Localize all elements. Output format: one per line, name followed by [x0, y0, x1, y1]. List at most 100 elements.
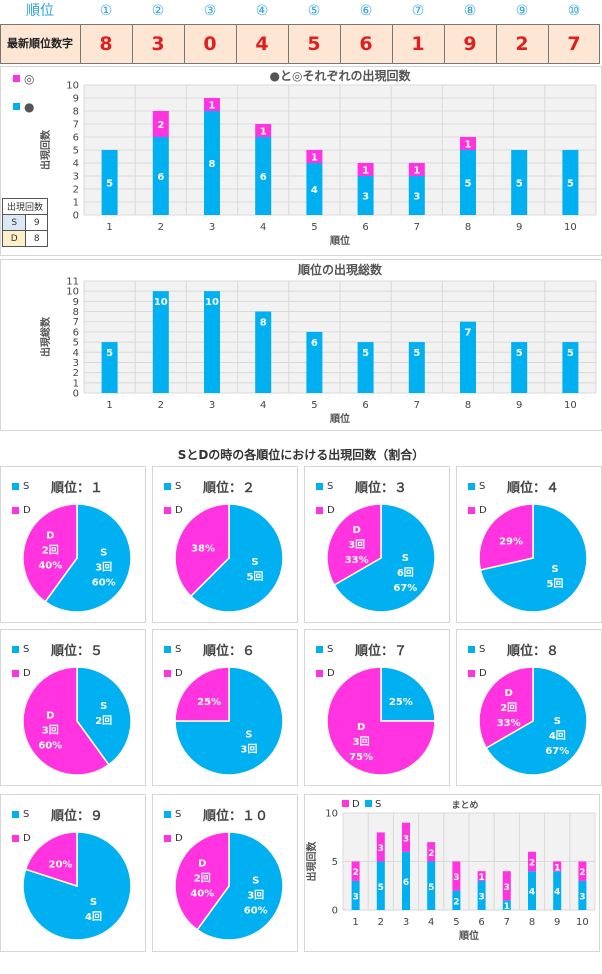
x-axis-label: 順位	[329, 412, 350, 425]
position-label: ⑥	[359, 3, 373, 19]
y-tick-label: 10	[66, 81, 79, 92]
pie-legend-item: S	[164, 809, 181, 820]
pie-label-s: 67%	[393, 583, 417, 594]
x-tick-label: 10	[564, 222, 577, 233]
x-axis-label: 順位	[329, 234, 350, 247]
y-tick-label: 5	[332, 857, 338, 868]
pie-label-d: D	[46, 530, 54, 541]
pie-label-s: S	[90, 897, 97, 908]
legend-label: S	[479, 481, 486, 492]
legend-swatch	[164, 810, 171, 818]
legend-swatch	[12, 645, 19, 653]
legend-label: S	[327, 481, 334, 492]
data-label: 5	[516, 348, 523, 359]
y-tick-label: 8	[73, 107, 79, 118]
legend-label: D	[327, 668, 335, 679]
pie-label-d: 2回	[194, 872, 211, 884]
chart-title: 順位の出現総数	[297, 262, 383, 277]
legend-label: S	[175, 644, 182, 655]
chart-title: ●と◎それぞれの出現回数	[270, 68, 412, 83]
data-label: 1	[478, 873, 484, 883]
data-label: 3	[453, 873, 459, 883]
legend-swatch	[468, 645, 475, 653]
legend-label: D	[175, 833, 183, 844]
y-tick-label: 0	[73, 389, 79, 400]
data-label: 3	[579, 892, 585, 902]
data-label: 2	[352, 868, 358, 878]
mini-d-val: 8	[25, 230, 49, 247]
pie-title: 順位：８	[507, 644, 560, 659]
pie-label-s: 4回	[85, 911, 102, 923]
data-label: 1	[465, 140, 472, 151]
y-tick-label: 10	[325, 809, 338, 820]
bar-segment	[351, 880, 360, 910]
data-label: 7	[465, 328, 472, 339]
pie-label-s: 2回	[95, 715, 112, 727]
pie-slice-d	[174, 666, 230, 722]
pie-label-s: 3回	[247, 890, 264, 902]
x-tick-label: 9	[554, 917, 560, 928]
legend-swatch	[164, 506, 171, 514]
chart-title: まとめ	[451, 800, 478, 811]
pie-label-d: 20%	[49, 859, 73, 870]
pie-label-s: 25%	[389, 697, 413, 708]
data-label: 8	[209, 159, 216, 170]
data-label: 10	[205, 297, 219, 308]
rank-label: 順位	[26, 3, 54, 19]
pie-legend-item: D	[164, 833, 183, 844]
mini-table-header: 出現回数	[1, 198, 49, 215]
position-label: ①	[99, 3, 113, 19]
data-label: 6	[260, 172, 267, 183]
pie-label-d: 33%	[345, 555, 369, 566]
bar-segment	[452, 890, 461, 910]
y-tick-label: 7	[73, 120, 79, 131]
x-tick-label: 6	[362, 400, 368, 411]
legend-label: S	[23, 809, 30, 820]
position-label: ③	[203, 3, 217, 19]
data-label: 5	[567, 348, 574, 359]
pie-label-s: 3回	[240, 743, 257, 755]
pie-chart: S 6回 67% D 3回 33%	[326, 503, 436, 613]
y-tick-label: 5	[73, 338, 79, 349]
bar-segment	[578, 880, 587, 910]
pie-label-s: S	[554, 716, 561, 727]
bar-segment	[477, 880, 486, 910]
pie-slice-s	[485, 666, 588, 776]
header-table: 順位 最新順位数字 ① 8 ② 3 ③ 0 ④ 4 ⑤ 5 ⑥ 6 ⑦ 1 ⑧ 9 ⑨ 2 ⑩ 7	[0, 0, 602, 64]
legend-swatch	[12, 810, 19, 818]
latest-label: 最新順位数字	[7, 37, 73, 50]
pie-label-d: 3回	[348, 539, 365, 551]
pie-label-d: 40%	[190, 888, 214, 899]
bar-segment	[357, 176, 374, 215]
y-tick-label: 0	[73, 211, 79, 222]
y-tick-label: 4	[73, 348, 79, 359]
pie-slice-d	[478, 666, 534, 750]
bar-segment	[306, 150, 323, 163]
legend-label: D	[479, 668, 487, 679]
x-tick-label: 5	[311, 400, 317, 411]
cell-divider	[132, 24, 133, 64]
pie-legend-item: S	[12, 809, 29, 820]
bar	[511, 342, 528, 393]
data-label: 6	[157, 172, 164, 183]
pie-label-d: D	[505, 688, 513, 699]
pie-slice-d	[22, 503, 78, 603]
cell-divider	[80, 24, 81, 64]
pie-slice-s	[189, 503, 284, 613]
mini-s-key: S	[1, 214, 27, 231]
bar	[562, 342, 579, 393]
y-axis-label: 出現総数	[39, 316, 52, 357]
bar-segment	[502, 900, 511, 910]
pie-slice-d	[326, 666, 436, 776]
y-tick-label: 9	[73, 94, 79, 105]
pie-legend-item: S	[164, 644, 181, 655]
pie-chart: 25% D 3回 75%	[326, 666, 436, 776]
pie-label-s: 5回	[546, 578, 563, 590]
pie-label-d: D	[357, 722, 365, 733]
bar	[460, 321, 476, 393]
y-tick-label: 8	[73, 307, 79, 318]
pie-label-s: 5回	[246, 571, 263, 583]
pie-legend-item: D	[164, 505, 183, 516]
pie-legend-item: D	[12, 833, 31, 844]
y-tick-label: 10	[66, 287, 79, 298]
